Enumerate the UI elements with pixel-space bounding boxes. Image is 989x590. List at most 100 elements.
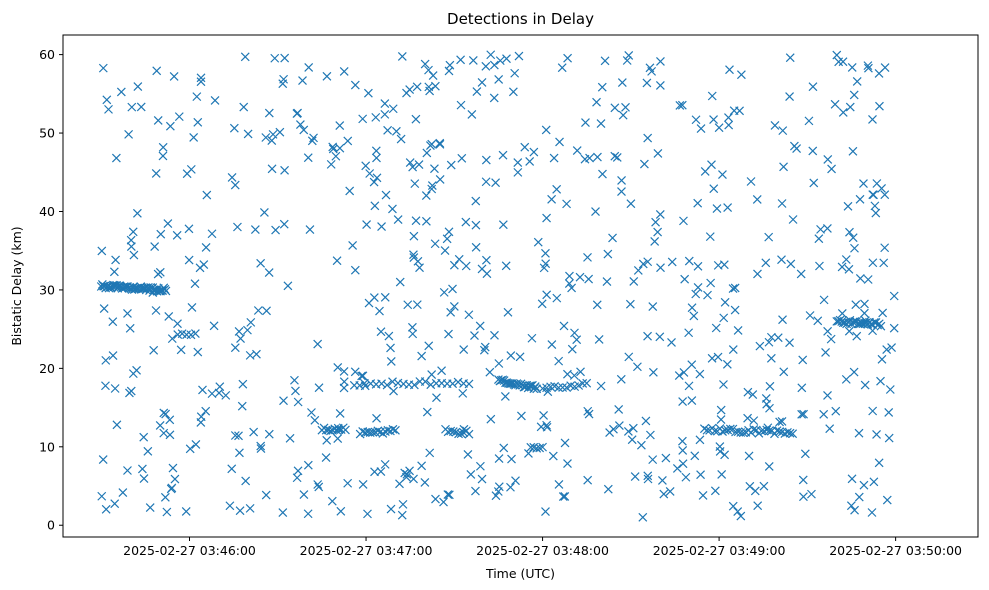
data-point: [481, 177, 491, 187]
y-tick-label: 30: [39, 282, 55, 297]
data-point: [172, 230, 182, 240]
data-point: [725, 424, 735, 434]
data-point: [283, 281, 293, 291]
data-point: [195, 263, 205, 273]
data-point: [621, 102, 630, 112]
x-tick-label: 2025-02-27 03:46:00: [123, 543, 256, 558]
data-point: [625, 299, 635, 309]
data-point: [101, 504, 111, 514]
data-point: [852, 331, 862, 341]
data-point: [520, 142, 530, 152]
data-point: [632, 362, 642, 372]
data-point: [720, 450, 730, 460]
data-point: [184, 224, 194, 234]
data-point: [409, 474, 418, 484]
data-point: [129, 250, 139, 260]
data-point: [878, 308, 888, 318]
data-point: [372, 413, 381, 423]
data-point: [491, 178, 501, 188]
data-point: [271, 225, 280, 235]
data-point: [834, 57, 844, 67]
data-point: [305, 225, 315, 234]
data-point: [735, 106, 745, 116]
data-point: [190, 329, 200, 338]
data-point: [552, 184, 562, 194]
data-point: [743, 387, 753, 397]
data-point: [766, 353, 776, 363]
data-point: [467, 110, 477, 119]
data-point: [202, 190, 212, 200]
data-point: [603, 484, 613, 494]
data-point: [139, 432, 149, 442]
data-point: [848, 146, 858, 156]
data-point: [679, 216, 688, 226]
data-point: [876, 321, 886, 331]
data-point: [345, 186, 355, 196]
data-point: [471, 242, 481, 252]
data-point: [361, 161, 371, 171]
data-point: [592, 300, 602, 310]
data-point: [764, 461, 774, 471]
data-point: [684, 328, 694, 338]
data-point: [412, 300, 422, 310]
data-point: [430, 239, 440, 249]
data-point: [193, 117, 203, 127]
data-point: [725, 65, 734, 75]
data-point: [309, 133, 318, 143]
data-point: [155, 421, 165, 430]
data-point: [424, 341, 434, 351]
data-point: [472, 87, 482, 96]
data-point: [643, 133, 653, 143]
data-point: [868, 190, 878, 200]
data-point: [256, 441, 266, 451]
data-point: [432, 393, 441, 403]
data-point: [456, 100, 466, 110]
data-point: [745, 481, 755, 491]
data-point: [299, 125, 309, 135]
data-point: [382, 380, 392, 390]
data-point: [765, 403, 774, 413]
data-point: [596, 119, 606, 128]
data-point: [295, 120, 305, 129]
data-point: [328, 142, 338, 152]
data-point: [630, 472, 640, 481]
data-point: [99, 304, 109, 314]
data-point: [322, 71, 332, 81]
data-point: [234, 431, 243, 441]
data-point: [567, 283, 577, 293]
data-point: [386, 504, 396, 514]
data-point: [426, 380, 436, 390]
data-point: [753, 501, 763, 511]
data-point: [585, 153, 594, 163]
data-point: [97, 491, 107, 501]
data-point: [779, 367, 789, 377]
data-point: [702, 425, 712, 435]
data-point: [541, 248, 550, 258]
data-point: [108, 317, 118, 327]
data-point: [535, 443, 545, 453]
data-point: [778, 126, 788, 136]
data-point: [797, 383, 807, 393]
data-point: [118, 488, 128, 497]
data-point: [513, 167, 523, 177]
data-point: [822, 224, 832, 233]
data-point: [678, 397, 688, 406]
data-point: [109, 267, 119, 277]
data-point: [868, 406, 878, 416]
data-point: [707, 91, 717, 101]
data-point: [299, 490, 309, 500]
data-point: [165, 415, 175, 425]
data-point: [397, 510, 407, 520]
data-point: [168, 463, 178, 473]
data-point: [498, 150, 508, 160]
data-point: [235, 506, 245, 516]
data-point: [377, 379, 387, 389]
data-point: [166, 484, 176, 494]
data-point: [800, 449, 810, 459]
data-point: [256, 444, 266, 454]
data-point: [371, 146, 381, 156]
data-point: [363, 88, 373, 98]
plot-frame: [62, 34, 979, 538]
data-point: [558, 492, 568, 501]
data-point: [770, 121, 780, 130]
